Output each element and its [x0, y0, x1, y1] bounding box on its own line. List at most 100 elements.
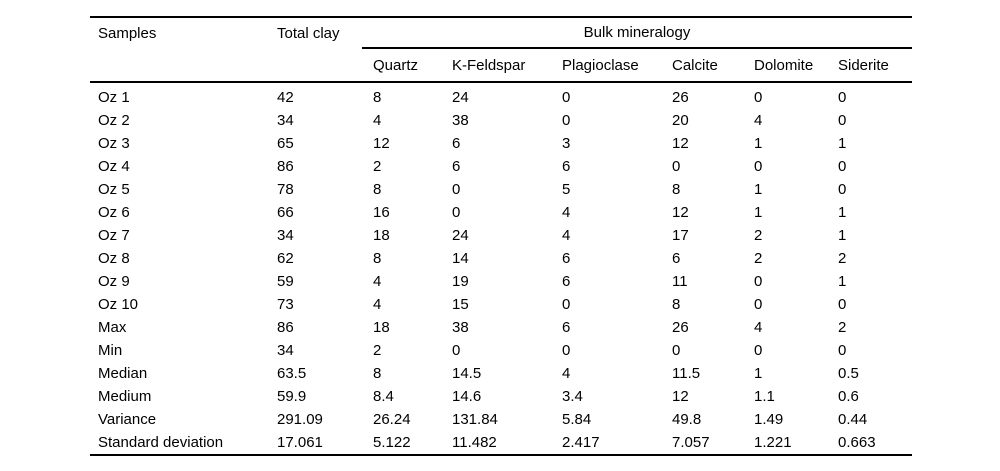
cell-total-clay: 291.09: [277, 411, 323, 428]
cell-siderite: 0: [838, 342, 847, 359]
cell-total-clay: 66: [277, 204, 294, 221]
cell-calcite: 12: [672, 135, 689, 152]
header-samples: Samples: [98, 24, 157, 42]
cell-total-clay: 17.061: [277, 434, 323, 451]
table-row: Variance 291.09 26.24 131.84 5.84 49.8 1.49 0.4…: [90, 408, 912, 431]
mineral-header-row: Quartz K-Feldspar Plagioclase Calcite Do…: [90, 48, 913, 83]
header-spacer-samples: [90, 48, 277, 83]
cell-siderite: 0.44: [838, 411, 868, 428]
cell-quartz: 18: [373, 227, 390, 244]
cell-total-clay: 73: [277, 296, 294, 313]
table-row: Oz 4 86 2 6 6 0 0 0: [90, 155, 912, 178]
cell-quartz: 5.122: [373, 434, 411, 451]
bulk-mineralogy-table: Samples Total clay Bulk mineralogy Quart…: [90, 16, 913, 456]
cell-calcite: 0: [672, 158, 681, 175]
row-label: Min: [98, 342, 123, 359]
cell-dolomite: 2: [754, 250, 763, 267]
cell-plagioclase: 0: [562, 342, 571, 359]
cell-k-feldspar: 15: [452, 296, 469, 313]
cell-siderite: 1: [838, 273, 847, 290]
row-label: Oz 7: [98, 227, 130, 244]
table-header: Samples Total clay Bulk mineralogy Quart…: [90, 17, 913, 83]
header-siderite: Siderite: [838, 48, 913, 83]
cell-calcite: 8: [672, 296, 681, 313]
cell-dolomite: 1.49: [754, 411, 784, 428]
group-header-row: Samples Total clay Bulk mineralogy: [90, 17, 913, 49]
cell-calcite: 0: [672, 342, 681, 359]
cell-k-feldspar: 6: [452, 158, 461, 175]
cell-k-feldspar: 24: [452, 227, 469, 244]
row-label: Oz 4: [98, 158, 130, 175]
cell-k-feldspar: 38: [452, 112, 469, 129]
row-label: Oz 2: [98, 112, 130, 129]
cell-plagioclase: 6: [562, 158, 571, 175]
cell-dolomite: 0: [754, 158, 763, 175]
cell-k-feldspar: 24: [452, 89, 469, 106]
cell-total-clay: 59.9: [277, 388, 307, 405]
cell-k-feldspar: 19: [452, 273, 469, 290]
cell-total-clay: 59: [277, 273, 294, 290]
row-label: Oz 10: [98, 296, 139, 313]
row-label: Oz 1: [98, 89, 130, 106]
cell-siderite: 2: [838, 319, 847, 336]
cell-siderite: 2: [838, 250, 847, 267]
cell-k-feldspar: 131.84: [452, 411, 498, 428]
cell-calcite: 12: [672, 388, 689, 405]
row-label: Median: [98, 365, 148, 382]
cell-dolomite: 1: [754, 365, 763, 382]
cell-plagioclase: 5: [562, 181, 571, 198]
row-label: Oz 6: [98, 204, 130, 221]
cell-quartz: 4: [373, 273, 382, 290]
cell-siderite: 0.5: [838, 365, 859, 382]
cell-dolomite: 1.1: [754, 388, 775, 405]
cell-k-feldspar: 0: [452, 181, 461, 198]
header-calcite: Calcite: [672, 48, 754, 83]
cell-quartz: 26.24: [373, 411, 411, 428]
cell-plagioclase: 4: [562, 365, 571, 382]
cell-calcite: 7.057: [672, 434, 710, 451]
cell-siderite: 1: [838, 227, 847, 244]
row-label: Oz 5: [98, 181, 130, 198]
cell-total-clay: 65: [277, 135, 294, 152]
cell-dolomite: 0: [754, 89, 763, 106]
row-label: Oz 9: [98, 273, 130, 290]
cell-dolomite: 0: [754, 296, 763, 313]
row-label: Oz 3: [98, 135, 130, 152]
cell-total-clay: 34: [277, 342, 294, 359]
cell-calcite: 17: [672, 227, 689, 244]
cell-k-feldspar: 14.6: [452, 388, 482, 405]
table-row: Medium 59.9 8.4 14.6 3.4 12 1.1 0.6: [90, 385, 912, 408]
cell-dolomite: 1: [754, 181, 763, 198]
cell-siderite: 0: [838, 89, 847, 106]
cell-k-feldspar: 38: [452, 319, 469, 336]
cell-siderite: 0: [838, 296, 847, 313]
row-label: Variance: [98, 411, 157, 428]
cell-calcite: 26: [672, 319, 689, 336]
cell-quartz: 16: [373, 204, 390, 221]
cell-total-clay: 63.5: [277, 365, 307, 382]
cell-quartz: 12: [373, 135, 390, 152]
cell-k-feldspar: 0: [452, 342, 461, 359]
cell-calcite: 49.8: [672, 411, 702, 428]
paper-table-figure: Samples Total clay Bulk mineralogy Quart…: [90, 16, 913, 456]
table-row: Oz 1 42 8 24 0 26 0 0: [90, 82, 912, 109]
cell-quartz: 4: [373, 112, 382, 129]
cell-siderite: 0.663: [838, 434, 876, 451]
cell-plagioclase: 6: [562, 273, 571, 290]
table-row: Oz 6 66 16 0 4 12 1 1: [90, 201, 912, 224]
cell-k-feldspar: 14: [452, 250, 469, 267]
row-label: Oz 8: [98, 250, 130, 267]
cell-dolomite: 4: [754, 319, 763, 336]
table-row: Median 63.5 8 14.5 4 11.5 1 0.5: [90, 362, 912, 385]
cell-calcite: 6: [672, 250, 681, 267]
cell-total-clay: 42: [277, 89, 294, 106]
cell-quartz: 18: [373, 319, 390, 336]
cell-quartz: 2: [373, 342, 382, 359]
cell-calcite: 12: [672, 204, 689, 221]
cell-total-clay: 62: [277, 250, 294, 267]
cell-k-feldspar: 0: [452, 204, 461, 221]
table-row: Oz 9 59 4 19 6 11 0 1: [90, 270, 912, 293]
cell-dolomite: 4: [754, 112, 763, 129]
cell-quartz: 8: [373, 250, 382, 267]
header-bulk-mineralogy: Bulk mineralogy: [362, 17, 913, 49]
